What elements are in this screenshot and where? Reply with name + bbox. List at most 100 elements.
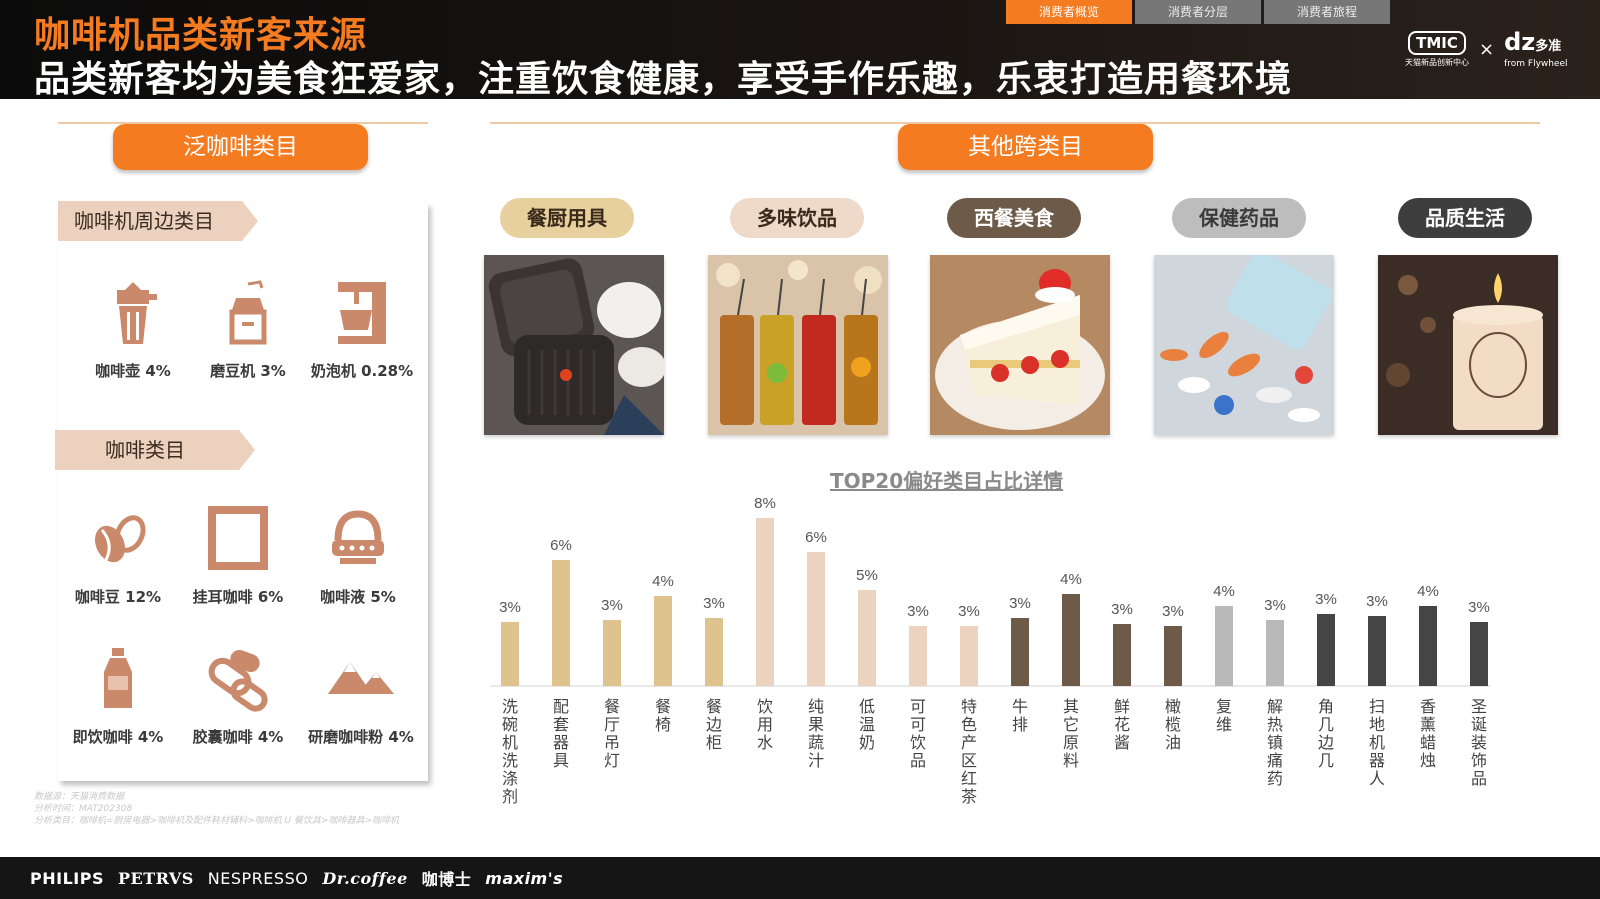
bar-value-label: 3% (703, 595, 725, 612)
bar-12 (1062, 594, 1080, 686)
bar-value-label: 3% (1468, 599, 1490, 616)
category-label-char: 牛 (1012, 697, 1028, 716)
category-label-char: 鲜 (1114, 697, 1130, 716)
bar-value-label: 5% (856, 567, 878, 584)
category-label-char: 涤 (502, 769, 518, 788)
category-label-char: 香 (1420, 697, 1436, 716)
bar-14 (1164, 626, 1182, 686)
category-label-char: 解 (1267, 697, 1283, 716)
bar-value-label: 3% (1366, 593, 1388, 610)
category-label-char: 低 (859, 697, 875, 716)
coffee-liquid-icon (332, 510, 384, 564)
bar-8 (858, 590, 876, 686)
category-health: 保健药品 (1172, 198, 1306, 238)
category-label-char: 维 (1216, 715, 1232, 734)
bar-19 (1419, 606, 1437, 686)
item-coffee-liquid: 咖啡液 5% (298, 506, 418, 607)
category-label-char: 吊 (604, 733, 620, 752)
category-label-char: 边 (1318, 733, 1334, 752)
category-label-char: 角 (1318, 697, 1334, 716)
item-capsule: 胶囊咖啡 4% (178, 646, 298, 747)
bar-value-label: 3% (958, 603, 980, 620)
tab-consumer-segments[interactable]: 消费者分层 (1135, 0, 1261, 24)
category-label-char: 痛 (1267, 751, 1283, 770)
category-label-char: 温 (859, 715, 875, 734)
category-beverages: 多味饮品 (730, 198, 864, 238)
category-label-char: 人 (1369, 769, 1385, 788)
category-label-char: 圣 (1471, 697, 1487, 716)
moka-pot-icon (117, 282, 157, 344)
category-kitchenware: 餐厨用具 (500, 198, 634, 238)
category-label-char: 可 (910, 697, 926, 716)
bar-value-label: 4% (1213, 583, 1235, 600)
bar-value-label: 3% (1009, 595, 1031, 612)
category-quality-life: 品质生活 (1398, 198, 1532, 238)
category-label-char: 几 (1318, 715, 1334, 734)
mountain-icon (328, 662, 394, 694)
bar-value-label: 4% (1417, 583, 1439, 600)
coffee-bean-icon (94, 515, 146, 563)
category-label-char: 其 (1063, 697, 1079, 716)
item-milk-frother: 奶泡机 0.28% (302, 280, 422, 381)
bar-value-label: 6% (550, 537, 572, 554)
category-label-char: 饮 (757, 697, 773, 716)
dz-logo: dz多准 from Flywheel (1504, 28, 1568, 69)
cross-icon: × (1479, 39, 1495, 60)
brand-nespresso: NESPRESSO (207, 868, 309, 888)
header-bar: 咖啡机品类新客来源 品类新客均为美食狂爱家，注重饮食健康，享受手作乐趣，乐衷打造… (0, 0, 1600, 100)
brand-philips: PHILIPS (30, 868, 104, 888)
kitchenware-photo (484, 255, 664, 435)
tab-consumer-journey[interactable]: 消费者旅程 (1264, 0, 1390, 24)
tab-consumer-overview[interactable]: 消费者概览 (1006, 0, 1132, 24)
bar-10 (960, 626, 978, 686)
category-label-char: 药 (1267, 769, 1283, 788)
page-subtitle: 品类新客均为美食狂爱家，注重饮食健康，享受手作乐趣，乐衷打造用餐环境 (34, 59, 1293, 100)
category-label-char: 特 (961, 697, 977, 716)
category-label-char: 区 (961, 751, 977, 770)
bar-7 (807, 552, 825, 686)
category-label-char: 洗 (502, 697, 518, 716)
candle-photo (1378, 255, 1558, 435)
category-label-char: 用 (757, 715, 773, 734)
right-section-divider (490, 122, 1540, 124)
bar-value-label: 3% (1162, 603, 1184, 620)
item-moka-pot: 咖啡壶 4% (73, 280, 193, 381)
category-label-char: 餐 (604, 697, 620, 716)
bar-2 (552, 560, 570, 686)
category-label-char: 配 (553, 697, 569, 716)
brand-footer: PHILIPS PETRVS NESPRESSO Dr.coffee 咖博士 m… (0, 857, 1600, 899)
source-note: 数据源：天猫消费数据 分析时间：MAT202308 分析类目：咖啡机=厨房电器>… (34, 792, 400, 826)
category-label-char: 洗 (502, 751, 518, 770)
coffee-machine-peripherals-ribbon: 咖啡机周边类目 (58, 201, 258, 241)
bar-value-label: 4% (652, 573, 674, 590)
bar-18 (1368, 616, 1386, 686)
item-drip-bag: 挂耳咖啡 6% (178, 506, 298, 607)
left-section-divider (58, 122, 428, 124)
category-label-char: 机 (502, 733, 518, 752)
grinder-icon (229, 280, 267, 345)
category-label-char: 色 (961, 715, 977, 734)
category-label-char: 排 (1012, 715, 1028, 734)
capsule-icon (208, 649, 268, 712)
bar-13 (1113, 624, 1131, 686)
partner-logos: TMIC 天猫新品创新中心 × dz多准 from Flywheel (1405, 30, 1568, 69)
category-label-char: 奶 (859, 733, 875, 752)
bar-value-label: 3% (499, 599, 521, 616)
category-label-char: 热 (1267, 715, 1283, 734)
drip-bag-icon (208, 506, 268, 570)
bottle-icon (104, 648, 132, 708)
top20-bar-chart: 3%洗碗机洗涤剂6%配套器具3%餐厅吊灯4%餐椅3%餐边柜8%饮用水6%纯果蔬汁… (490, 495, 1490, 806)
category-label-char: 果 (808, 715, 824, 734)
item-ready-to-drink: 即饮咖啡 4% (58, 646, 178, 747)
item-grinder: 磨豆机 3% (188, 280, 308, 381)
category-label-char: 边 (706, 715, 722, 734)
category-label-char: 茶 (961, 787, 977, 806)
bar-5 (705, 618, 723, 686)
category-label-char: 油 (1165, 733, 1181, 752)
category-label-char: 品 (1471, 769, 1487, 788)
category-label-char: 可 (910, 715, 926, 734)
category-label-char: 机 (1369, 733, 1385, 752)
coffee-category-ribbon: 咖啡类目 (55, 430, 255, 470)
bar-15 (1215, 606, 1233, 686)
item-coffee-bean: 咖啡豆 12% (58, 506, 178, 607)
